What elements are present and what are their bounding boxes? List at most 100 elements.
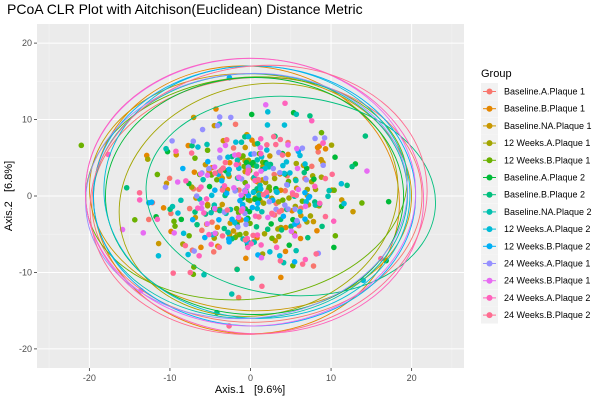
- data-point: [246, 208, 253, 215]
- data-point: [204, 147, 211, 154]
- data-point: [228, 114, 234, 121]
- data-point: [211, 205, 218, 212]
- data-point: [171, 230, 178, 236]
- data-point: [341, 200, 347, 207]
- confidence-ellipse: [145, 95, 436, 297]
- data-point: [191, 248, 198, 254]
- data-point: [273, 244, 280, 251]
- data-point: [308, 117, 315, 124]
- data-point: [269, 235, 275, 242]
- data-point: [205, 158, 211, 165]
- data-point: [303, 198, 309, 205]
- data-point: [196, 252, 202, 259]
- data-point: [291, 259, 298, 265]
- data-point: [136, 189, 143, 196]
- data-point: [163, 145, 169, 152]
- data-point: [303, 177, 310, 183]
- data-point: [278, 227, 285, 233]
- legend-label: Baseline.A.Plaque 1: [504, 87, 585, 97]
- data-point: [318, 156, 324, 163]
- data-point: [166, 175, 173, 182]
- data-point: [206, 231, 212, 238]
- data-point: [294, 217, 300, 224]
- legend-key-point: [486, 277, 493, 284]
- data-point: [311, 176, 317, 182]
- data-point: [185, 251, 191, 258]
- data-point: [270, 133, 277, 140]
- legend-label: 24 Weeks.A.Plaque 2: [504, 293, 590, 303]
- data-point: [299, 261, 306, 267]
- data-point: [219, 233, 226, 239]
- data-point: [232, 139, 239, 145]
- data-point: [183, 178, 189, 184]
- data-point: [325, 193, 331, 200]
- legend-label: 12 Weeks.A.Plaque 1: [504, 138, 590, 148]
- x-axis-title: Axis.1 [9.6%]: [215, 384, 285, 396]
- data-point: [268, 221, 274, 227]
- data-point: [217, 168, 224, 174]
- data-point: [264, 122, 271, 128]
- data-point: [180, 230, 187, 237]
- data-point: [267, 153, 273, 159]
- data-point: [297, 235, 304, 242]
- data-point: [275, 198, 282, 205]
- data-point: [211, 164, 218, 170]
- data-point: [264, 147, 270, 153]
- data-point: [332, 154, 338, 161]
- legend-title: Group: [481, 68, 512, 80]
- data-point: [238, 208, 245, 214]
- data-point: [269, 210, 275, 217]
- data-point: [178, 197, 184, 204]
- y-tick-label: -20: [19, 344, 32, 354]
- data-point: [301, 169, 308, 176]
- data-point: [330, 218, 337, 224]
- legend-label: Baseline.A.Plaque 2: [504, 173, 585, 183]
- legend-key-point: [486, 105, 493, 112]
- data-point: [313, 251, 319, 257]
- confidence-ellipse: [89, 64, 428, 335]
- legend-key-point: [486, 122, 493, 129]
- data-point: [155, 253, 162, 259]
- data-point: [245, 133, 252, 140]
- y-tick-label: 0: [27, 191, 32, 201]
- data-point: [257, 186, 264, 192]
- data-point: [320, 162, 326, 169]
- data-point: [245, 196, 252, 203]
- data-point: [312, 202, 319, 208]
- data-point: [214, 176, 220, 183]
- data-point: [209, 219, 215, 225]
- data-point: [319, 223, 325, 230]
- data-point: [191, 169, 198, 175]
- data-point: [224, 207, 231, 213]
- data-point: [212, 170, 218, 176]
- data-point: [292, 206, 298, 212]
- data-point: [264, 109, 271, 115]
- legend-key-point: [486, 140, 493, 147]
- data-point: [216, 154, 223, 161]
- data-point: [282, 248, 289, 255]
- data-point: [180, 165, 186, 172]
- data-point: [307, 213, 314, 219]
- data-point: [235, 151, 242, 158]
- data-point: [226, 159, 233, 166]
- data-point: [308, 163, 315, 170]
- data-point: [280, 213, 287, 220]
- data-point: [200, 176, 206, 183]
- x-tick-label: 0: [248, 373, 253, 383]
- data-point: [293, 145, 300, 152]
- data-point: [243, 159, 250, 166]
- data-point: [326, 187, 332, 194]
- data-point: [349, 163, 355, 170]
- data-point: [238, 139, 245, 146]
- data-point: [285, 142, 291, 148]
- data-point: [230, 228, 237, 234]
- data-point: [236, 174, 242, 181]
- data-point: [255, 176, 262, 183]
- data-point: [285, 206, 291, 212]
- x-tick-label: 20: [407, 373, 417, 383]
- y-tick-label: 20: [22, 38, 32, 48]
- legend-label: Baseline.B.Plaque 1: [504, 104, 585, 114]
- data-point: [262, 175, 269, 182]
- data-point: [278, 274, 284, 281]
